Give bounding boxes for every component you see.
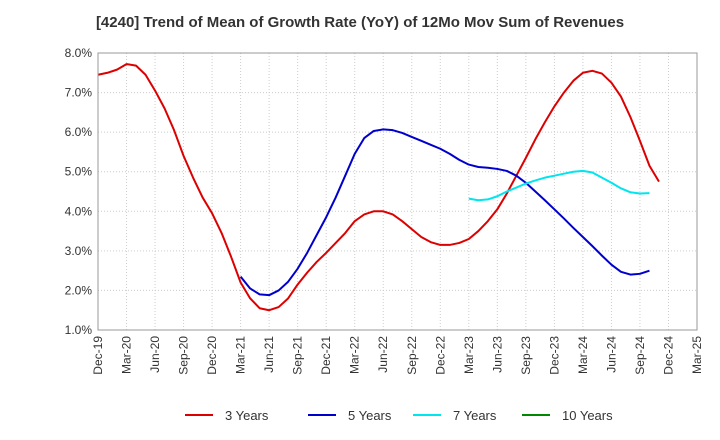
x-tick-label: Dec-19 [91,336,105,375]
x-tick-label: Mar-23 [462,336,476,374]
x-tick-label: Jun-22 [376,336,390,373]
y-tick-label: 8.0% [65,46,93,60]
x-tick-label: Sep-21 [291,336,305,375]
x-tick-label: Mar-25 [690,336,704,374]
x-axis-ticks: Dec-19 Mar-20 Jun-20 Sep-20 Dec-20 Mar-21 Jun-… [91,336,704,375]
y-tick-label: 4.0% [65,204,93,218]
y-tick-label: 1.0% [65,323,93,337]
grid [97,52,698,331]
x-tick-label: Jun-24 [604,336,618,373]
y-axis-ticks: 1.0% 2.0% 3.0% 4.0% 5.0% 6.0% 7.0% 8.0% [65,46,93,337]
series-line-7-years [468,169,650,202]
x-tick-label: Dec-23 [547,336,561,375]
x-tick-label: Sep-24 [633,336,647,375]
x-tick-label: Sep-23 [519,336,533,375]
y-tick-label: 2.0% [65,283,93,297]
y-tick-label: 5.0% [65,165,93,179]
x-tick-label: Sep-22 [405,336,419,375]
x-tick-label: Mar-21 [234,336,248,374]
x-tick-label: Jun-23 [490,336,504,373]
x-tick-label: Dec-21 [319,336,333,375]
x-tick-label: Jun-20 [148,336,162,373]
legend: 3 Years 5 Years 7 Years 10 Years [185,408,613,423]
x-tick-label: Mar-20 [120,336,134,374]
legend-label: 10 Years [562,408,613,423]
x-tick-label: Dec-24 [661,336,675,375]
x-tick-label: Dec-20 [205,336,219,375]
x-tick-label: Mar-22 [348,336,362,374]
chart-title: [4240] Trend of Mean of Growth Rate (YoY… [95,14,625,31]
plot-frame [97,52,698,331]
x-tick-label: Dec-22 [433,336,447,375]
x-tick-label: Sep-20 [177,336,191,375]
x-tick-label: Jun-21 [262,336,276,373]
x-tick-label: Mar-24 [576,336,590,374]
legend-label: 7 Years [453,408,497,423]
legend-label: 5 Years [348,408,392,423]
series-line-3-years [97,63,660,312]
y-tick-label: 3.0% [65,244,93,258]
y-tick-label: 7.0% [65,86,93,100]
y-tick-label: 6.0% [65,125,93,139]
legend-label: 3 Years [225,408,269,423]
series-lines [97,63,660,312]
series-line-5-years [239,128,650,297]
